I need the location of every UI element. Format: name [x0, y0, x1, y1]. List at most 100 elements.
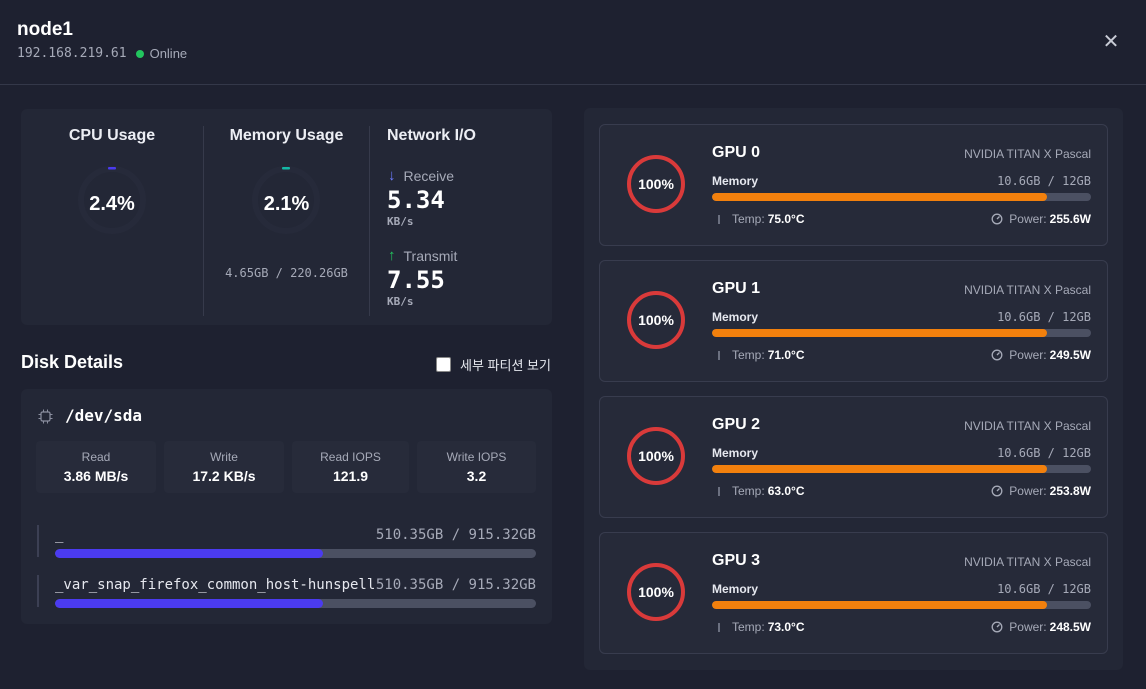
gpu-temp-value: 71.0°C: [767, 348, 805, 362]
disk-stat-label: Write: [210, 450, 238, 464]
network-transmit-label: Transmit: [403, 247, 458, 264]
arrow-down-icon: ↓: [388, 167, 396, 184]
gpu-card: 100% GPU 0 NVIDIA TITAN X Pascal Memory …: [599, 124, 1108, 246]
disk-stat-read: Read 3.86 MB/s: [36, 441, 156, 493]
gpu-temp-label: Temp:: [732, 620, 765, 634]
gpu-name: GPU 2: [712, 416, 761, 433]
memory-usage-card: Memory Usage 2.1% 4.65GB / 220.26GB: [204, 109, 369, 325]
node-title: node1: [17, 19, 73, 40]
disk-stat-read-iops: Read IOPS 121.9: [292, 441, 409, 493]
gpu-temp: Temp: 71.0°C: [718, 348, 805, 362]
gpu-temp-label: Temp:: [732, 212, 765, 226]
partition-usage-fill: [55, 599, 324, 608]
gpu-power: Power: 253.8W: [991, 484, 1091, 498]
network-transmit-label-row: ↑ Transmit: [388, 247, 457, 264]
gpu-utilization-ring: [627, 427, 685, 485]
memory-gauge: [252, 166, 320, 234]
thermometer-icon: [718, 214, 720, 224]
gpu-power: Power: 248.5W: [991, 620, 1091, 634]
partition-name: _: [55, 527, 64, 543]
partition-indent-line: [37, 575, 39, 607]
gpu-panel: 100% GPU 0 NVIDIA TITAN X Pascal Memory …: [584, 108, 1123, 670]
status-dot-icon: [135, 49, 144, 58]
network-receive-unit: KB/s: [387, 215, 414, 228]
partition-name: _var_snap_firefox_common_host-hunspell: [55, 577, 376, 593]
partition-toggle-label: 세부 파티션 보기: [460, 358, 551, 373]
memory-gauge-mark: [282, 167, 290, 170]
disk-stat-value: 17.2 KB/s: [192, 468, 256, 484]
gpu-memory-bar: [712, 601, 1091, 609]
thermometer-icon: [718, 622, 720, 632]
gpu-name: GPU 3: [712, 552, 761, 569]
gpu-temp-label: Temp:: [732, 484, 765, 498]
gpu-temp-value: 75.0°C: [767, 212, 805, 226]
gpu-utilization-ring: [627, 563, 685, 621]
thermometer-icon: [718, 486, 720, 496]
gpu-power-label: Power:: [1009, 348, 1047, 362]
network-receive-value: 5.34: [387, 186, 445, 214]
gpu-card: 100% GPU 1 NVIDIA TITAN X Pascal Memory …: [599, 260, 1108, 382]
disk-details-heading: Disk Details: [21, 352, 124, 372]
network-io-title: Network I/O: [387, 127, 476, 144]
gpu-memory-label: Memory: [712, 174, 759, 188]
gauge-icon: [991, 621, 1003, 633]
close-button[interactable]: ✕: [1099, 30, 1123, 54]
gpu-temp-label: Temp:: [732, 348, 765, 362]
gpu-memory-label: Memory: [712, 310, 759, 324]
node-ip: 192.168.219.61: [17, 46, 127, 61]
gpu-memory-label: Memory: [712, 582, 759, 596]
gpu-memory-value: 10.6GB / 12GB: [997, 582, 1091, 596]
gpu-memory-fill: [712, 193, 1047, 201]
partition-usage-bar: [55, 599, 536, 608]
status-text: Online: [149, 46, 188, 61]
gpu-power: Power: 255.6W: [991, 212, 1091, 226]
gpu-memory-label: Memory: [712, 446, 759, 460]
gpu-temp-value: 63.0°C: [767, 484, 805, 498]
gpu-memory-value: 10.6GB / 12GB: [997, 446, 1091, 460]
gpu-model: NVIDIA TITAN X Pascal: [964, 419, 1091, 433]
gpu-model: NVIDIA TITAN X Pascal: [964, 147, 1091, 161]
partition-size: 510.35GB / 915.32GB: [375, 577, 536, 593]
gpu-memory-bar: [712, 329, 1091, 337]
network-transmit-unit: KB/s: [387, 295, 414, 308]
partition-toggle[interactable]: 세부 파티션 보기: [436, 355, 551, 374]
gpu-power-value: 248.5W: [1049, 620, 1091, 634]
gpu-utilization-value: 100%: [638, 312, 674, 328]
disk-device-name: /dev/sda: [65, 406, 143, 425]
gpu-model: NVIDIA TITAN X Pascal: [964, 555, 1091, 569]
partition-row: _var_snap_firefox_common_host-hunspell 5…: [37, 575, 536, 615]
disk-stat-write: Write 17.2 KB/s: [164, 441, 284, 493]
gpu-utilization-ring: [627, 291, 685, 349]
gauge-icon: [991, 213, 1003, 225]
gpu-power-label: Power:: [1009, 212, 1047, 226]
network-transmit-value: 7.55: [387, 266, 445, 294]
gpu-name: GPU 1: [712, 280, 761, 297]
disk-panel: /dev/sda Read 3.86 MB/s Write 17.2 KB/s …: [21, 389, 552, 624]
gpu-power-label: Power:: [1009, 484, 1047, 498]
partition-toggle-checkbox[interactable]: [436, 357, 451, 372]
chip-icon: [38, 409, 53, 424]
cpu-gauge-mark: [108, 167, 116, 170]
disk-stat-value: 3.2: [466, 468, 487, 484]
node-header: node1 192.168.219.61 Online ✕: [0, 0, 1146, 85]
gpu-memory-fill: [712, 465, 1047, 473]
memory-usage-title: Memory Usage: [229, 127, 344, 144]
gpu-model: NVIDIA TITAN X Pascal: [964, 283, 1091, 297]
metrics-panel: CPU Usage 2.4% Memory Usage 2.1% 4.65GB …: [21, 109, 552, 325]
gpu-card: 100% GPU 2 NVIDIA TITAN X Pascal Memory …: [599, 396, 1108, 518]
partition-usage-bar: [55, 549, 536, 558]
metrics-divider: [369, 126, 370, 316]
memory-detail: 4.65GB / 220.26GB: [225, 266, 348, 280]
gpu-utilization-value: 100%: [638, 584, 674, 600]
partition-size: 510.35GB / 915.32GB: [375, 527, 536, 543]
memory-usage-value: 2.1%: [263, 193, 310, 215]
gpu-temp: Temp: 63.0°C: [718, 484, 805, 498]
arrow-up-icon: ↑: [388, 247, 396, 264]
partition-indent-line: [37, 525, 39, 557]
cpu-gauge: [78, 166, 146, 234]
gpu-memory-fill: [712, 601, 1047, 609]
gpu-power: Power: 249.5W: [991, 348, 1091, 362]
gpu-temp-value: 73.0°C: [767, 620, 805, 634]
gauge-icon: [991, 485, 1003, 497]
close-icon: ✕: [1102, 31, 1120, 53]
